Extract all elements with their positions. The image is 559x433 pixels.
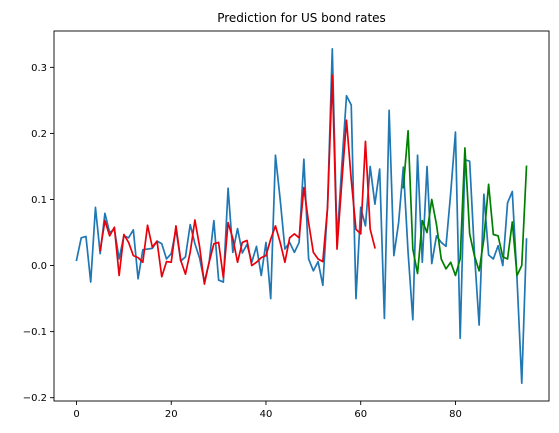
x-tick-label: 0 xyxy=(73,409,79,420)
x-tick-label: 40 xyxy=(260,409,273,420)
series-layer xyxy=(75,47,528,385)
x-tick-label: 20 xyxy=(165,409,178,420)
series-line-1 xyxy=(75,47,528,385)
series-line-3 xyxy=(402,129,528,277)
y-tick-label: 0.1 xyxy=(31,195,47,206)
y-tick-label: 0.2 xyxy=(31,129,47,140)
y-tick-label: −0.1 xyxy=(23,327,47,338)
y-tick-label: 0.3 xyxy=(31,63,47,74)
x-tick-label: 60 xyxy=(354,409,367,420)
chart-title: Prediction for US bond rates xyxy=(217,11,386,25)
y-tick-label: 0.0 xyxy=(31,261,47,272)
axes-layer: 0 20 40 60 80 −0.2 −0.1 0.0 0.1 0.2 0.3 xyxy=(23,30,550,420)
x-tick-label: 80 xyxy=(449,409,462,420)
y-tick-label: −0.2 xyxy=(23,393,47,404)
plot-frame xyxy=(53,30,550,402)
series-line-2 xyxy=(99,74,376,285)
